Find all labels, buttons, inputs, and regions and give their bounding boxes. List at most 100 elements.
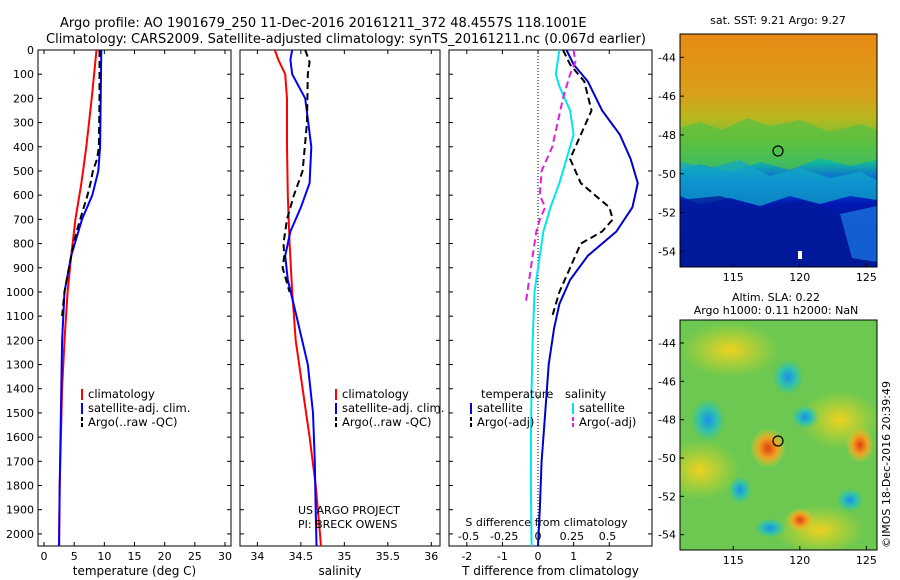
imos-credit: ©IMOS 18-Dec-2016 20:39:49 [880,381,893,548]
x-tick-label: 10 [97,550,111,563]
header-line-1: Argo profile: AO 1901679_250 11-Dec-2016… [60,16,587,31]
x-tick-label: 25 [188,550,202,563]
x-tick-label: 34 [250,550,264,563]
x-tick-label: 20 [158,550,172,563]
x-tick-label: 0 [41,550,48,563]
y-tick-label: 300 [13,117,34,130]
secondary-tick-label: 0.5 [599,530,617,543]
sst-map-frame [679,33,878,268]
map-x-tick-label: 125 [856,271,877,284]
sla-map-subtitle: Argo h1000: 0.11 h2000: NaN [694,304,859,317]
secondary-tick-label: 0 [535,530,542,543]
x-axis-label: salinity [318,564,361,578]
sla-anomaly-cyan [791,405,819,429]
x-tick-label: 15 [128,550,142,563]
map-x-tick-label: 115 [723,554,744,567]
temperature-panel: 0100200300400500600700800900100011001200… [6,44,232,578]
map-y-tick-label: -48 [658,414,676,427]
y-tick-label: 1400 [6,383,34,396]
x-tick-label: 0 [535,550,542,563]
sla-anomaly-cyan [728,476,752,504]
legend-label: Argo(..raw -QC) [88,415,178,429]
sst-cold-pool [680,196,877,267]
legend-heading: salinity [565,387,606,401]
y-tick-label: 800 [13,238,34,251]
x-tick-label: -1 [497,550,508,563]
sla-map-frame [679,319,878,551]
map-y-tick-label: -48 [658,129,676,142]
map-x-tick-label: 120 [789,554,810,567]
series-line [284,49,318,547]
pi-credit: PI: BRECK OWENS [298,518,397,531]
legend-heading: temperature [481,387,553,401]
sst-map: sat. SST: 9.21 Argo: 9.27 115 120 125 -44 -4… [658,14,878,284]
map-y-tick-label: -46 [658,90,676,103]
y-tick-label: 400 [13,141,34,154]
sla-anomaly-cyan [690,398,726,442]
legend-label: satellite [477,401,523,415]
map-y-tick-label: -50 [658,168,676,181]
map-y-tick-label: -52 [658,207,676,220]
y-tick-label: 100 [13,68,34,81]
x-tick-label: -2 [461,550,472,563]
secondary-tick-label: 0.25 [560,530,585,543]
legend-label: Argo(..raw -QC) [342,415,432,429]
sst-argo-marker [772,145,784,157]
y-tick-label: 2000 [6,528,34,541]
panel-frame [448,49,653,547]
y-tick-label: 1700 [6,455,34,468]
sst-map-axes: 115 120 125 -44 -46 -48 -50 -52 -54 [658,51,877,284]
x-tick-label: 36 [424,550,438,563]
sla-map-axes: 115 120 125 -44 -46 -48 -50 -52 -54 [658,337,877,567]
series-line [281,49,311,293]
sla-anomaly-yellow [775,505,865,550]
series-line [61,50,101,317]
x-tick-label: 1 [570,550,577,563]
legend-label: satellite [579,401,625,415]
x-tick-label: 34.5 [289,550,314,563]
x-axis-label: T difference from climatology [461,564,639,578]
series-line [524,49,577,305]
sla-map: Altim. SLA: 0.22 Argo h1000: 0.11 h2000:… [658,291,878,567]
y-tick-label: 1600 [6,431,34,444]
sla-anomaly-cyan [836,488,864,512]
legend-label: satellite-adj. clim. [342,401,444,415]
sst-front-green [680,118,877,172]
sla-anomaly-cyan [772,359,804,395]
project-credit: US ARGO PROJECT [298,504,400,517]
legend-label: climatology [88,387,155,401]
sla-anomaly-cyan [754,518,786,538]
map-y-tick-label: -44 [658,51,676,64]
x-tick-label: 2 [606,550,613,563]
sla-anomaly-red [750,428,786,468]
secondary-tick-label: -0.25 [490,530,518,543]
sla-anomaly-red [846,427,874,463]
difference-panel: -2 -1 0 1 2T difference from climatology temp… [448,49,653,578]
y-tick-label: 1000 [6,286,34,299]
header-line-2: Climatology: CARS2009. Satellite-adjuste… [46,32,646,47]
map-y-tick-label: -44 [658,337,676,350]
legend-label: Argo(-adj) [477,415,534,429]
series-line [551,49,614,317]
map-y-tick-label: -50 [658,452,676,465]
map-y-tick-label: -54 [658,529,676,542]
y-tick-label: 1300 [6,359,34,372]
series-line [58,49,103,547]
sst-front-cyan [680,160,877,206]
y-tick-label: 0 [27,44,34,57]
y-tick-label: 1500 [6,407,34,420]
y-tick-label: 1800 [6,480,34,493]
y-tick-label: 1900 [6,504,34,517]
sst-map-title: sat. SST: 9.21 Argo: 9.27 [710,14,846,27]
map-x-tick-label: 125 [856,554,877,567]
sla-map-title: Altim. SLA: 0.22 [732,291,820,304]
y-tick-label: 1100 [6,310,34,323]
map-y-tick-label: -46 [658,375,676,388]
legend-label: climatology [342,387,409,401]
y-tick-label: 500 [13,165,34,178]
sla-anomaly-yellow [680,440,740,500]
map-x-tick-label: 115 [723,271,744,284]
sst-east-warm [840,206,877,262]
y-tick-label: 200 [13,92,34,105]
